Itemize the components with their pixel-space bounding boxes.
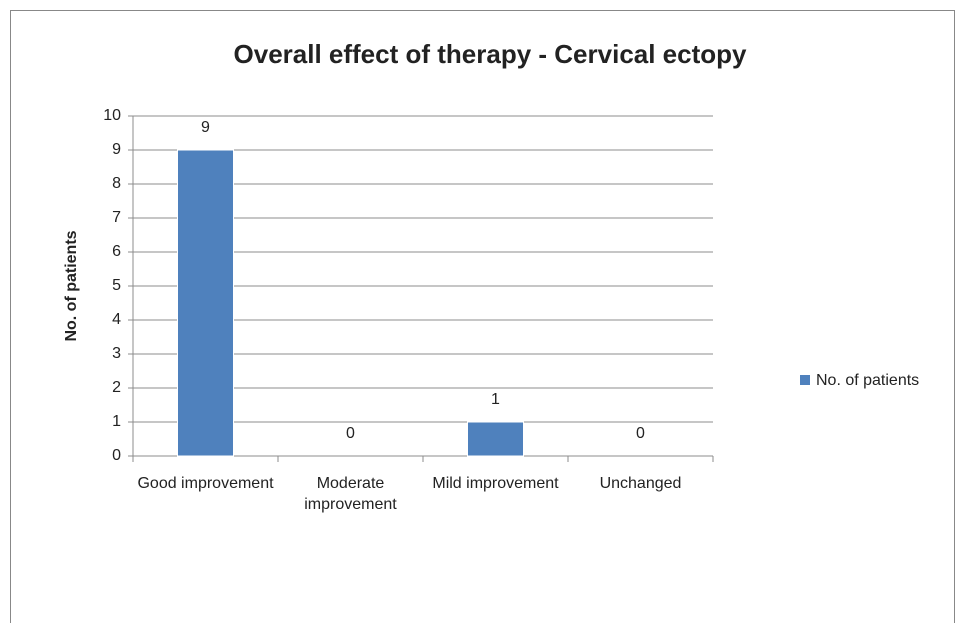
legend-swatch (800, 375, 810, 385)
bar (467, 421, 524, 457)
y-axis-title: No. of patients (63, 230, 80, 341)
y-tick-label: 9 (112, 141, 121, 158)
data-label: 0 (346, 425, 355, 442)
y-tick-label: 2 (112, 379, 121, 396)
y-tick-label: 1 (112, 413, 121, 430)
y-tick-label: 3 (112, 345, 121, 362)
x-tick-label: Mild improvement (432, 475, 559, 492)
x-tick-label: Moderate improvement (304, 475, 397, 513)
chart-title: Overall effect of therapy - Cervical ect… (234, 39, 748, 69)
y-tick-label: 8 (112, 175, 121, 192)
data-label: 0 (636, 425, 645, 442)
bar (177, 149, 234, 457)
chart-frame (10, 10, 955, 623)
data-label: 9 (201, 119, 210, 136)
y-tick-label: 6 (112, 243, 121, 260)
x-tick-label: Good improvement (137, 475, 274, 492)
data-label: 1 (491, 391, 500, 408)
y-tick-label: 5 (112, 277, 121, 294)
y-tick-label: 10 (103, 107, 121, 124)
y-tick-label: 7 (112, 209, 121, 226)
x-tick-label: Unchanged (599, 475, 682, 492)
y-tick-label: 0 (112, 447, 121, 464)
y-tick-label: 4 (112, 311, 121, 328)
legend-label: No. of patients (816, 372, 919, 389)
